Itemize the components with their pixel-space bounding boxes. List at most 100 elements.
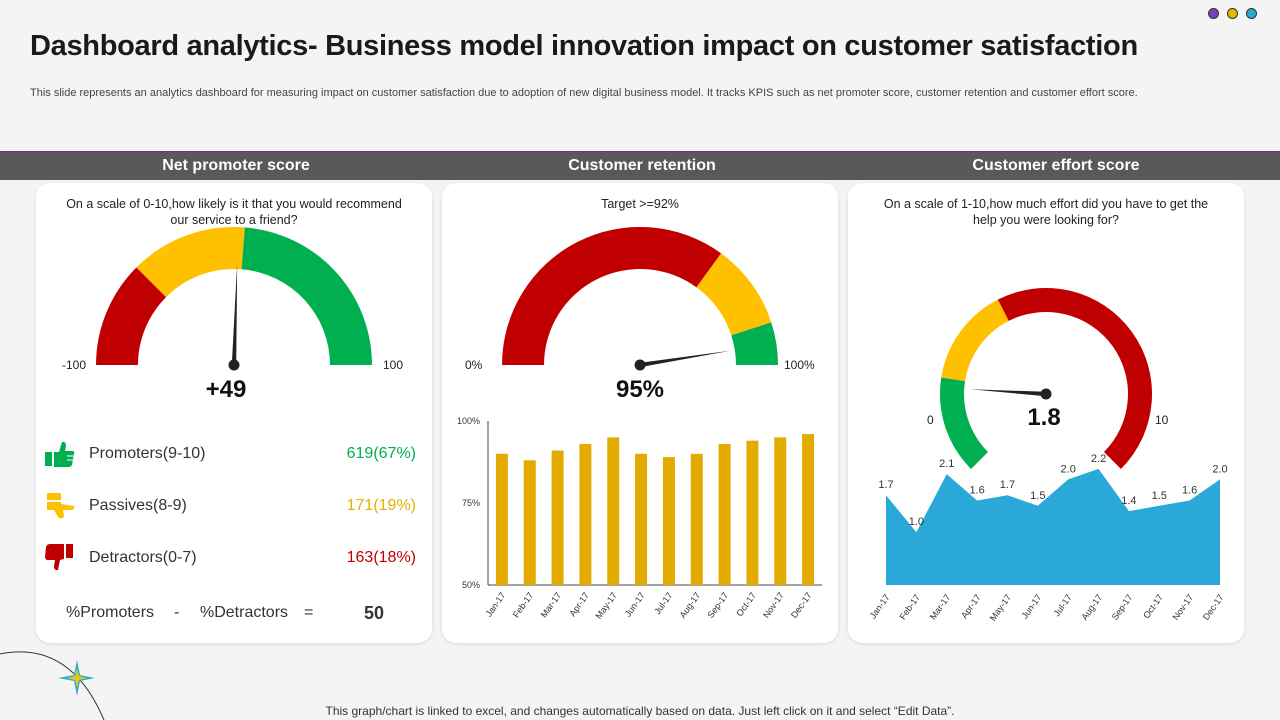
effort-data-label-7: 2.2 xyxy=(1091,453,1106,465)
retention-min-label: 0% xyxy=(465,358,483,372)
effort-xtick-10: Nov-17 xyxy=(1170,592,1195,622)
dot-purple xyxy=(1208,8,1219,19)
dot-yellow xyxy=(1227,8,1238,19)
effort-gauge-needle xyxy=(970,389,1047,397)
effort-max-label: 10 xyxy=(1155,413,1169,427)
retention-gauge-needle xyxy=(639,350,731,368)
effort-gauge-band-2 xyxy=(997,288,1152,469)
thumbs-up-icon xyxy=(45,441,75,467)
retention-charts[interactable]: 100% 75% 50% Jan-17 Feb-17 Mar-17 Apr-17 May-17… xyxy=(442,183,838,643)
effort-xtick-0: Jan-17 xyxy=(868,592,892,620)
effort-gauge-band-0 xyxy=(940,377,989,469)
retention-bar-0 xyxy=(495,453,508,585)
retention-xtick-10: Nov-17 xyxy=(761,590,786,620)
promoters-row: Promoters(9-10) 619(67%) xyxy=(44,439,424,469)
retention-value: 95% xyxy=(615,376,665,403)
effort-question: On a scale of 1-10,how much effort did y… xyxy=(883,197,1209,227)
section-retention-title: Customer retention xyxy=(568,157,716,174)
retention-gauge-band-2 xyxy=(731,322,778,365)
retention-xtick-2: Mar-17 xyxy=(539,590,564,619)
retention-bar-7 xyxy=(690,453,703,585)
retention-xtick-6: Jul-17 xyxy=(652,590,674,616)
retention-ytick-1: 75% xyxy=(462,498,480,508)
effort-xtick-9: Oct-17 xyxy=(1141,592,1165,620)
effort-data-label-9: 1.5 xyxy=(1152,490,1167,502)
nps-gauge-pivot xyxy=(228,359,240,371)
formula-equals: = xyxy=(304,604,314,621)
effort-xtick-2: Mar-17 xyxy=(928,592,953,621)
detractors-label: Detractors(0-7) xyxy=(89,549,197,566)
retention-bar-10 xyxy=(774,437,787,585)
nps-gauge-chart[interactable] xyxy=(36,183,432,643)
effort-xtick-11: Dec-17 xyxy=(1201,592,1226,622)
effort-gauge-pivot xyxy=(1040,388,1052,400)
effort-data-label-1: 1.0 xyxy=(909,516,924,528)
effort-xtick-8: Sep-17 xyxy=(1110,592,1135,622)
retention-xtick-8: Sep-17 xyxy=(705,590,730,620)
retention-card: 100% 75% 50% Jan-17 Feb-17 Mar-17 Apr-17 May-17… xyxy=(442,183,838,643)
dot-blue xyxy=(1246,8,1257,19)
retention-xtick-1: Feb-17 xyxy=(511,590,536,619)
retention-bar-5 xyxy=(635,453,648,585)
retention-bar-4 xyxy=(607,437,620,585)
retention-xtick-0: Jan-17 xyxy=(484,590,508,618)
passives-row: Passives(8-9) 171(19%) xyxy=(44,491,424,521)
retention-xtick-9: Oct-17 xyxy=(734,590,758,618)
retention-bar-1 xyxy=(523,460,536,585)
formula-minus: - xyxy=(174,604,180,621)
promoters-label: Promoters(9-10) xyxy=(89,445,206,462)
retention-bar-8 xyxy=(718,443,731,585)
retention-gauge-pivot xyxy=(634,359,646,371)
formula-detractors: %Detractors xyxy=(200,604,289,621)
effort-data-label-0: 1.7 xyxy=(878,479,893,491)
nps-value: +49 xyxy=(205,376,247,403)
thumbs-down-icon xyxy=(45,544,73,571)
formula-promoters: %Promoters xyxy=(66,604,155,621)
nps-gauge-needle xyxy=(231,263,238,366)
retention-bar-6 xyxy=(662,457,675,585)
effort-data-label-6: 2.0 xyxy=(1061,463,1076,475)
effort-card: 1.7 Jan-17 1.0 Feb-17 2.1 Mar-17 1.6 Apr-17 1.7 M… xyxy=(848,183,1244,643)
effort-xtick-5: Jun-17 xyxy=(1019,592,1043,620)
effort-gauge-band-1 xyxy=(941,299,1009,382)
retention-gauge-band-0 xyxy=(502,227,722,365)
effort-data-label-10: 1.6 xyxy=(1182,485,1197,497)
page-title: Dashboard analytics- Business model inno… xyxy=(30,30,1138,62)
retention-ytick-2: 50% xyxy=(462,580,480,590)
footer-note: This graph/chart is linked to excel, and… xyxy=(325,704,955,718)
retention-gauge-band-1 xyxy=(696,253,772,336)
nps-gauge-band-1 xyxy=(136,227,245,298)
effort-xtick-1: Feb-17 xyxy=(897,592,922,621)
retention-xtick-3: Apr-17 xyxy=(567,590,591,618)
section-nps-title: Net promoter score xyxy=(162,157,310,174)
effort-xtick-6: Jul-17 xyxy=(1052,592,1074,618)
nps-gauge-band-2 xyxy=(241,227,372,365)
retention-xtick-7: Aug-17 xyxy=(678,590,703,620)
nps-gauge-band-0 xyxy=(96,267,167,365)
nps-question: On a scale of 0-10,how likely is it that… xyxy=(66,197,402,227)
retention-ytick-0: 100% xyxy=(457,416,480,426)
detractors-value: 163(18%) xyxy=(346,549,416,566)
section-header-band: Net promoter score Customer retention Cu… xyxy=(0,151,1280,180)
retention-bar-9 xyxy=(746,440,759,585)
effort-xtick-3: Apr-17 xyxy=(959,592,983,620)
retention-xtick-4: May-17 xyxy=(593,590,618,620)
sparkle-inner-icon xyxy=(67,668,87,688)
decorative-arc xyxy=(0,651,105,720)
effort-data-label-3: 1.6 xyxy=(969,485,984,497)
nps-max-label: 100 xyxy=(383,358,404,372)
effort-xtick-4: May-17 xyxy=(988,592,1013,622)
effort-min-label: 0 xyxy=(927,413,934,427)
promoters-value: 619(67%) xyxy=(346,445,416,462)
effort-xtick-7: Aug-17 xyxy=(1079,592,1104,622)
thumbs-sideways-icon xyxy=(47,493,75,519)
effort-charts[interactable]: 1.7 Jan-17 1.0 Feb-17 2.1 Mar-17 1.6 Apr-17 1.7 M… xyxy=(848,183,1244,643)
decorative-corner xyxy=(0,651,105,720)
nps-card: On a scale of 0-10,how likely is it that… xyxy=(36,183,432,643)
retention-xtick-5: Jun-17 xyxy=(623,590,647,618)
retention-bar-3 xyxy=(579,443,592,585)
retention-bar-11 xyxy=(802,434,815,585)
retention-max-label: 100% xyxy=(784,358,815,372)
effort-data-label-5: 1.5 xyxy=(1030,490,1045,502)
nps-min-label: -100 xyxy=(62,358,87,372)
